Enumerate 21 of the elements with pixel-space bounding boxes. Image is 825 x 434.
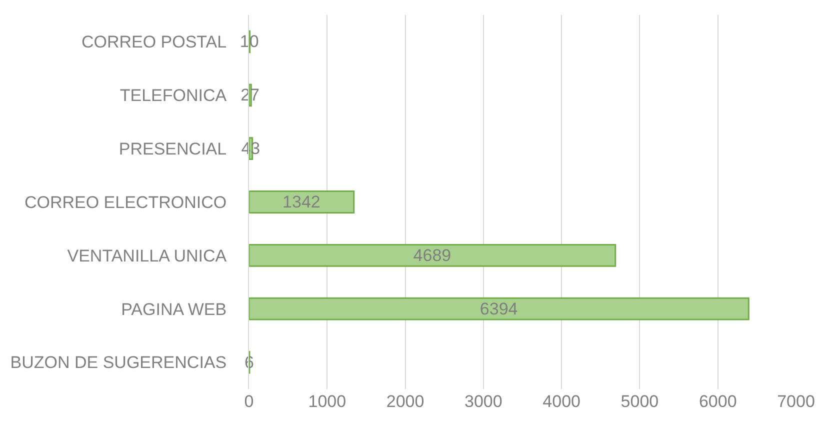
bar [249, 190, 355, 214]
x-tick-label: 2000 [386, 392, 424, 411]
data-label: 6394 [480, 299, 518, 318]
bar [249, 244, 616, 267]
data-label: 4689 [413, 246, 452, 265]
y-tick-label: VENTANILLA UNICA [67, 246, 228, 266]
x-tick-label: 6000 [698, 392, 737, 411]
x-tick-label: 7000 [777, 392, 815, 411]
x-tick-label: 1000 [308, 392, 346, 411]
y-tick-label: CORREO ELECTRONICO [24, 192, 227, 212]
x-tick-label: 3000 [464, 392, 502, 411]
x-tick-label: 5000 [620, 392, 659, 411]
bar [249, 297, 750, 320]
x-tick-label: 0 [244, 392, 254, 411]
data-label: 1342 [282, 192, 320, 212]
y-tick-label: PRESENCIAL [118, 140, 227, 159]
y-tick-label: CORREO POSTAL [81, 32, 227, 52]
y-tick-label: BUZON DE SUGERENCIAS [10, 353, 227, 372]
y-tick-label: TELEFONICA [120, 86, 228, 106]
y-tick-label: PAGINA WEB [121, 300, 227, 319]
x-tick-label: 4000 [542, 392, 580, 411]
